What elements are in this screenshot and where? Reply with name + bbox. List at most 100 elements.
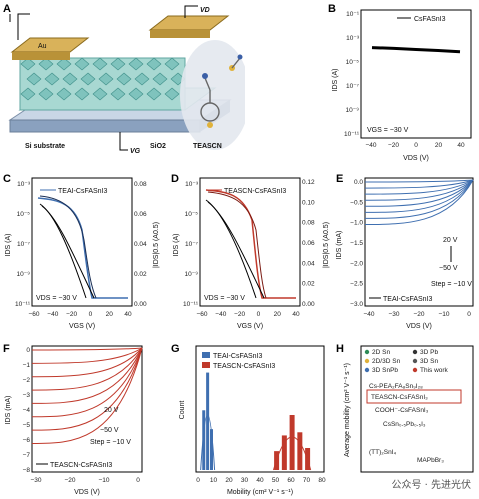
y-tick-label: 10⁻⁹ <box>17 271 31 278</box>
output-curve <box>364 179 474 219</box>
output-curve <box>31 347 143 351</box>
x-tick-label: 0 <box>89 311 93 318</box>
y-tick-labels: 10⁻¹ 10⁻³ 10⁻⁵ 10⁻⁷ 10⁻⁹ 10⁻¹¹ <box>344 11 360 138</box>
legend-label: TEASCN-CsFASnI3 <box>50 462 112 469</box>
panel-h-benchmark-chart: H Average mobility (cm² V⁻¹ s⁻¹) 2D Sn 3D… <box>336 343 474 473</box>
y-tick-label: 0.04 <box>302 260 315 267</box>
histogram-bar <box>210 429 213 470</box>
plot-frame <box>199 177 301 307</box>
legend-swatch-teascn <box>202 362 210 368</box>
device-labels: Cs-PEA₂FA₈Sn₉I₂₈ TEASCN-CsFASnI₃ COOH⁻-CsF… <box>369 383 444 464</box>
octahedron <box>128 87 144 101</box>
y-tick-label: −8 <box>23 467 31 474</box>
series-csfasni3 <box>371 46 461 54</box>
x-tick-labels: −30 −20 −10 0 <box>30 477 140 484</box>
x-tick-label: −20 <box>388 142 399 149</box>
output-curve <box>31 347 143 364</box>
sweep-end-label: −50 V <box>439 265 458 272</box>
output-curve <box>364 179 474 189</box>
substrate-label: Si substrate <box>25 143 65 150</box>
x-tick-label: 40 <box>292 311 300 318</box>
y-tick-label: 10⁻⁷ <box>17 241 31 248</box>
x-tick-labels: −40 −30 −20 −10 0 <box>363 311 471 318</box>
x-tick-label: 70 <box>303 477 311 484</box>
octahedron <box>164 57 180 71</box>
vds-note: VDS = −30 V <box>36 295 77 302</box>
octahedron <box>98 72 114 86</box>
y-tick-label: −5 <box>23 422 31 429</box>
y-tick-label: 10⁻⁵ <box>185 211 199 218</box>
legend-label: 2D/3D Sn <box>372 358 401 365</box>
histogram-bar <box>297 432 303 470</box>
y-tick-label: 0.12 <box>302 179 315 186</box>
histogram-bars <box>200 372 312 471</box>
x-tick-label: 20 <box>435 142 443 149</box>
x-axis-label: VDS (V) <box>74 489 100 496</box>
x-axis-label: VGS (V) <box>69 323 95 330</box>
panel-f-letter: F <box>3 343 10 355</box>
y-tick-label: 10⁻⁵ <box>17 211 31 218</box>
y2-tick-labels: 0.08 0.06 0.04 0.02 0.00 <box>134 181 147 308</box>
octahedron <box>164 87 180 101</box>
panel-d-transfer-chart: D 10⁻³ 10⁻⁵ 10⁻⁷ 10⁻⁹ 10⁻¹¹ 0.12 0.10 0.08 0.06… <box>171 173 330 330</box>
legend-marker <box>412 349 418 355</box>
legend-label: 3D Pb <box>420 349 438 356</box>
panel-g-histogram: G 0 10 20 30 40 50 60 70 80 Count Mobility (cm² … <box>171 343 326 496</box>
output-curve <box>364 179 474 183</box>
x-tick-labels: 0 10 20 30 40 50 60 70 80 <box>196 477 326 484</box>
sqrt-transfer-curve <box>39 203 87 299</box>
substrate-front <box>9 119 201 133</box>
legend-label: TEASCN-CsFASnI3 <box>224 188 286 195</box>
y-tick-label: 0 <box>26 347 30 354</box>
y-axis-label: IDS (A) <box>332 69 339 92</box>
output-curve <box>364 179 474 195</box>
y-tick-label: −2 <box>23 377 31 384</box>
plot-frame <box>360 345 474 473</box>
x-tick-label: −30 <box>30 477 41 484</box>
output-curve <box>31 347 143 391</box>
panel-f-output-chart: F 0−1−2−3−4−5−6−7−8 −30 −20 −10 0 IDS (mA) … <box>3 343 143 496</box>
source-electrode <box>10 37 90 53</box>
y-tick-label: −6 <box>23 437 31 444</box>
y-tick-label: 0.06 <box>302 240 315 247</box>
panel-d-letter: D <box>171 173 179 185</box>
output-curve <box>364 179 474 207</box>
y-tick-label: −4 <box>23 407 31 414</box>
y-tick-label: −3.0 <box>350 301 363 308</box>
vd-label: VD <box>200 7 210 14</box>
vg-label: VG <box>130 148 141 155</box>
panel-c-transfer-chart: C 10⁻³ 10⁻⁵ 10⁻⁷ 10⁻⁹ 10⁻¹¹ 0.08 0.06 0.04 0.02… <box>3 173 160 330</box>
y-tick-label: 10⁻⁹ <box>185 271 199 278</box>
vds-note: VDS = −30 V <box>204 295 245 302</box>
device-label: (TT)₂SnI₄ <box>369 449 397 456</box>
teascn-label: TEASCN <box>193 143 222 150</box>
octahedron <box>62 72 78 86</box>
y-tick-label: 0.02 <box>302 281 315 288</box>
x-tick-label: 60 <box>287 477 295 484</box>
y-tick-label: −1 <box>23 362 31 369</box>
y-tick-labels: 10⁻³ 10⁻⁵ 10⁻⁷ 10⁻⁹ 10⁻¹¹ <box>183 181 199 308</box>
step-label: Step = −10 V <box>431 281 472 288</box>
output-curve <box>364 179 474 201</box>
y2-axis-label: |IDS|0.5 (A0.5) <box>323 222 330 268</box>
x-tick-label: −30 <box>388 311 399 318</box>
x-tick-label: 0 <box>414 142 418 149</box>
octahedron <box>134 72 150 86</box>
y-axis-label: IDS (mA) <box>5 396 12 425</box>
y-tick-label: −0.5 <box>350 199 363 206</box>
x-tick-label: 80 <box>318 477 326 484</box>
legend-label: TEAI-CsFASnI3 <box>58 188 108 195</box>
y-axis-label: IDS (A) <box>5 234 12 257</box>
y-tick-label: 0.02 <box>134 271 147 278</box>
y-tick-label: 10⁻³ <box>346 35 360 42</box>
output-curve <box>364 179 474 225</box>
y-tick-label: 0.0 <box>354 179 363 186</box>
x-tick-labels: −60 −40 −20 0 20 40 <box>28 311 132 318</box>
sweep-end-label: −50 V <box>100 427 119 434</box>
drain-electrode <box>148 15 230 31</box>
y-tick-label: −2.5 <box>350 281 363 288</box>
x-tick-label: −40 <box>365 142 376 149</box>
octahedron <box>74 57 90 71</box>
panel-a-letter: A <box>3 3 11 15</box>
legend-label-teai: TEAI-CsFASnI3 <box>213 353 263 360</box>
